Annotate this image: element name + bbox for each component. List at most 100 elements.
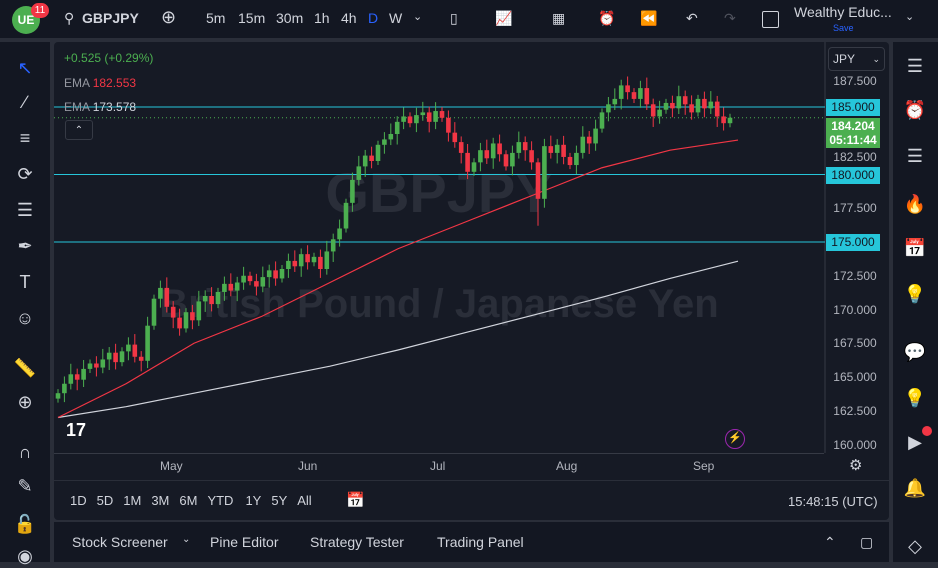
fullscreen-icon[interactable] [762,11,779,28]
price-tick: 165.000 [833,370,877,384]
chevron-down-icon[interactable]: ⌄ [905,11,915,23]
candle-body [670,102,675,109]
watermark-name: British Pound / Japanese Yen [159,282,718,326]
tab-pine-editor[interactable]: Pine Editor [210,534,279,550]
magnet-icon[interactable]: ∩ [18,442,32,462]
lightning-icon[interactable]: ⚡ [725,429,745,449]
range-ytd[interactable]: YTD [207,493,234,508]
ema-value: 173.578 [92,100,137,114]
undo-icon[interactable]: ↶ [686,10,698,26]
candle-body [273,270,278,279]
candle-body [612,98,618,105]
trend-line-icon[interactable]: ∕ [23,92,27,112]
alarm-icon[interactable]: ⏰ [903,100,927,120]
candle-body [567,156,573,166]
redo-icon[interactable]: ↷ [724,10,736,26]
legend-ema-fast[interactable]: EMA 182.553 [64,76,136,90]
chevron-down-icon[interactable]: ⌄ [182,534,191,545]
lock-icon[interactable]: 🔓 [13,514,37,534]
tab-trading-panel[interactable]: Trading Panel [437,534,524,550]
save-label[interactable]: Save [833,23,854,33]
watchlist-icon[interactable]: ☰ [906,56,924,76]
zoom-in-icon[interactable]: ⊕ [17,392,33,412]
add-symbol-icon[interactable]: ⊕ [161,7,177,27]
notifications-icon[interactable]: 🔔 [903,478,927,498]
live-dot [922,426,932,436]
candle-body [222,283,227,292]
hotlists-icon[interactable]: 🔥 [903,194,927,214]
range-1d[interactable]: 1D [70,493,87,508]
layout-grid-icon[interactable]: ▦ [552,10,566,26]
interval-30m[interactable]: 30m [276,10,304,26]
range-bar: 1D 5D 1M 3M 6M YTD 1Y 5Y All 📅 15:48:15 (UTC) [54,480,889,520]
settings-gear-icon[interactable]: ⚙ [849,457,863,474]
price-tick: 162.500 [833,403,877,418]
interval-1h[interactable]: 1h [314,10,330,26]
broadcast-icon[interactable]: 💡 [903,388,927,408]
tab-strategy-tester[interactable]: Strategy Tester [310,534,404,550]
brush-icon[interactable]: ✒ [17,236,33,256]
collapse-legend-button[interactable]: ⌃ [65,120,93,140]
legend-ema-slow[interactable]: EMA 173.578 [64,100,136,114]
maximize-panel-icon[interactable]: ▢ [860,534,874,550]
candle-body [202,296,208,302]
range-5y[interactable]: 5Y [271,493,288,508]
range-6m[interactable]: 6M [179,493,198,508]
lock-draw-icon[interactable]: ✎ [17,476,33,496]
interval-w[interactable]: W [389,10,403,26]
drawing-toolbar: ↖ ∕ ≡ ⟳ ☰ ✒ T ☺ 📏 ⊕ ∩ ✎ 🔓 ◉ [0,42,50,566]
price-tick: 177.500 [833,201,877,216]
candle-body [689,104,694,113]
currency-select[interactable]: JPY ⌄ [828,47,885,71]
search-icon[interactable]: ⚲ [64,10,75,26]
range-all[interactable]: All [297,493,312,508]
candle-body [433,111,438,122]
candle-body [138,356,144,361]
symbol-search[interactable]: GBPJPY [82,10,139,26]
time-axis[interactable] [54,453,824,480]
tab-stock-screener[interactable]: Stock Screener [72,534,168,550]
replay-icon[interactable]: ⏪ [640,10,658,26]
indicators-icon[interactable]: 📈 [495,10,513,26]
layers-icon[interactable]: ◇ [908,536,922,556]
range-1m[interactable]: 1M [123,493,142,508]
alert-icon[interactable]: ⏰ [598,10,616,26]
date-range-icon[interactable]: 📅 [346,492,365,509]
ruler-icon[interactable]: 📏 [13,358,37,378]
candle-body [145,325,150,361]
interval-5m[interactable]: 5m [206,10,226,26]
price-chart[interactable]: GBPJPY British Pound / Japanese Yen [54,42,889,520]
candle-body [420,112,426,116]
range-3m[interactable]: 3M [151,493,170,508]
candle-type-icon[interactable]: ▯ [450,10,458,26]
time-tick-sep: Sep [693,459,715,473]
streams-icon[interactable]: ▶ [908,432,922,452]
chart-pane[interactable]: GBPJPY British Pound / Japanese Yen +0.52… [54,42,889,520]
interval-d[interactable]: D [368,10,379,26]
chevron-down-icon[interactable]: ⌄ [413,11,423,23]
ideas-icon[interactable]: 💡 [903,284,927,304]
horizontal-lines-icon[interactable]: ≡ [19,128,31,148]
collapse-panel-icon[interactable]: ⌃ [824,534,836,550]
emoji-icon[interactable]: ☺ [15,308,35,328]
range-1y[interactable]: 1Y [245,493,262,508]
calendar-icon[interactable]: 📅 [903,238,927,258]
interval-4h[interactable]: 4h [341,10,357,26]
layout-name[interactable]: Wealthy Educ... [794,4,892,20]
candle-body [650,104,656,117]
chat-icon[interactable]: 💬 [903,342,927,362]
candle-body [465,152,470,172]
candle-body [382,139,387,145]
candle-body [682,96,688,105]
eye-icon[interactable]: ◉ [17,546,33,566]
fib-icon[interactable]: ☰ [16,200,34,220]
text-icon[interactable]: T [19,272,31,292]
cursor-icon[interactable]: ↖ [17,58,33,78]
candle-body [618,85,624,99]
candle-body [727,117,733,124]
clock[interactable]: 15:48:15 (UTC) [788,494,878,509]
range-5d[interactable]: 5D [96,493,114,508]
pattern-icon[interactable]: ⟳ [17,164,33,184]
interval-15m[interactable]: 15m [238,10,266,26]
object-tree-icon[interactable]: ☰ [906,146,924,166]
